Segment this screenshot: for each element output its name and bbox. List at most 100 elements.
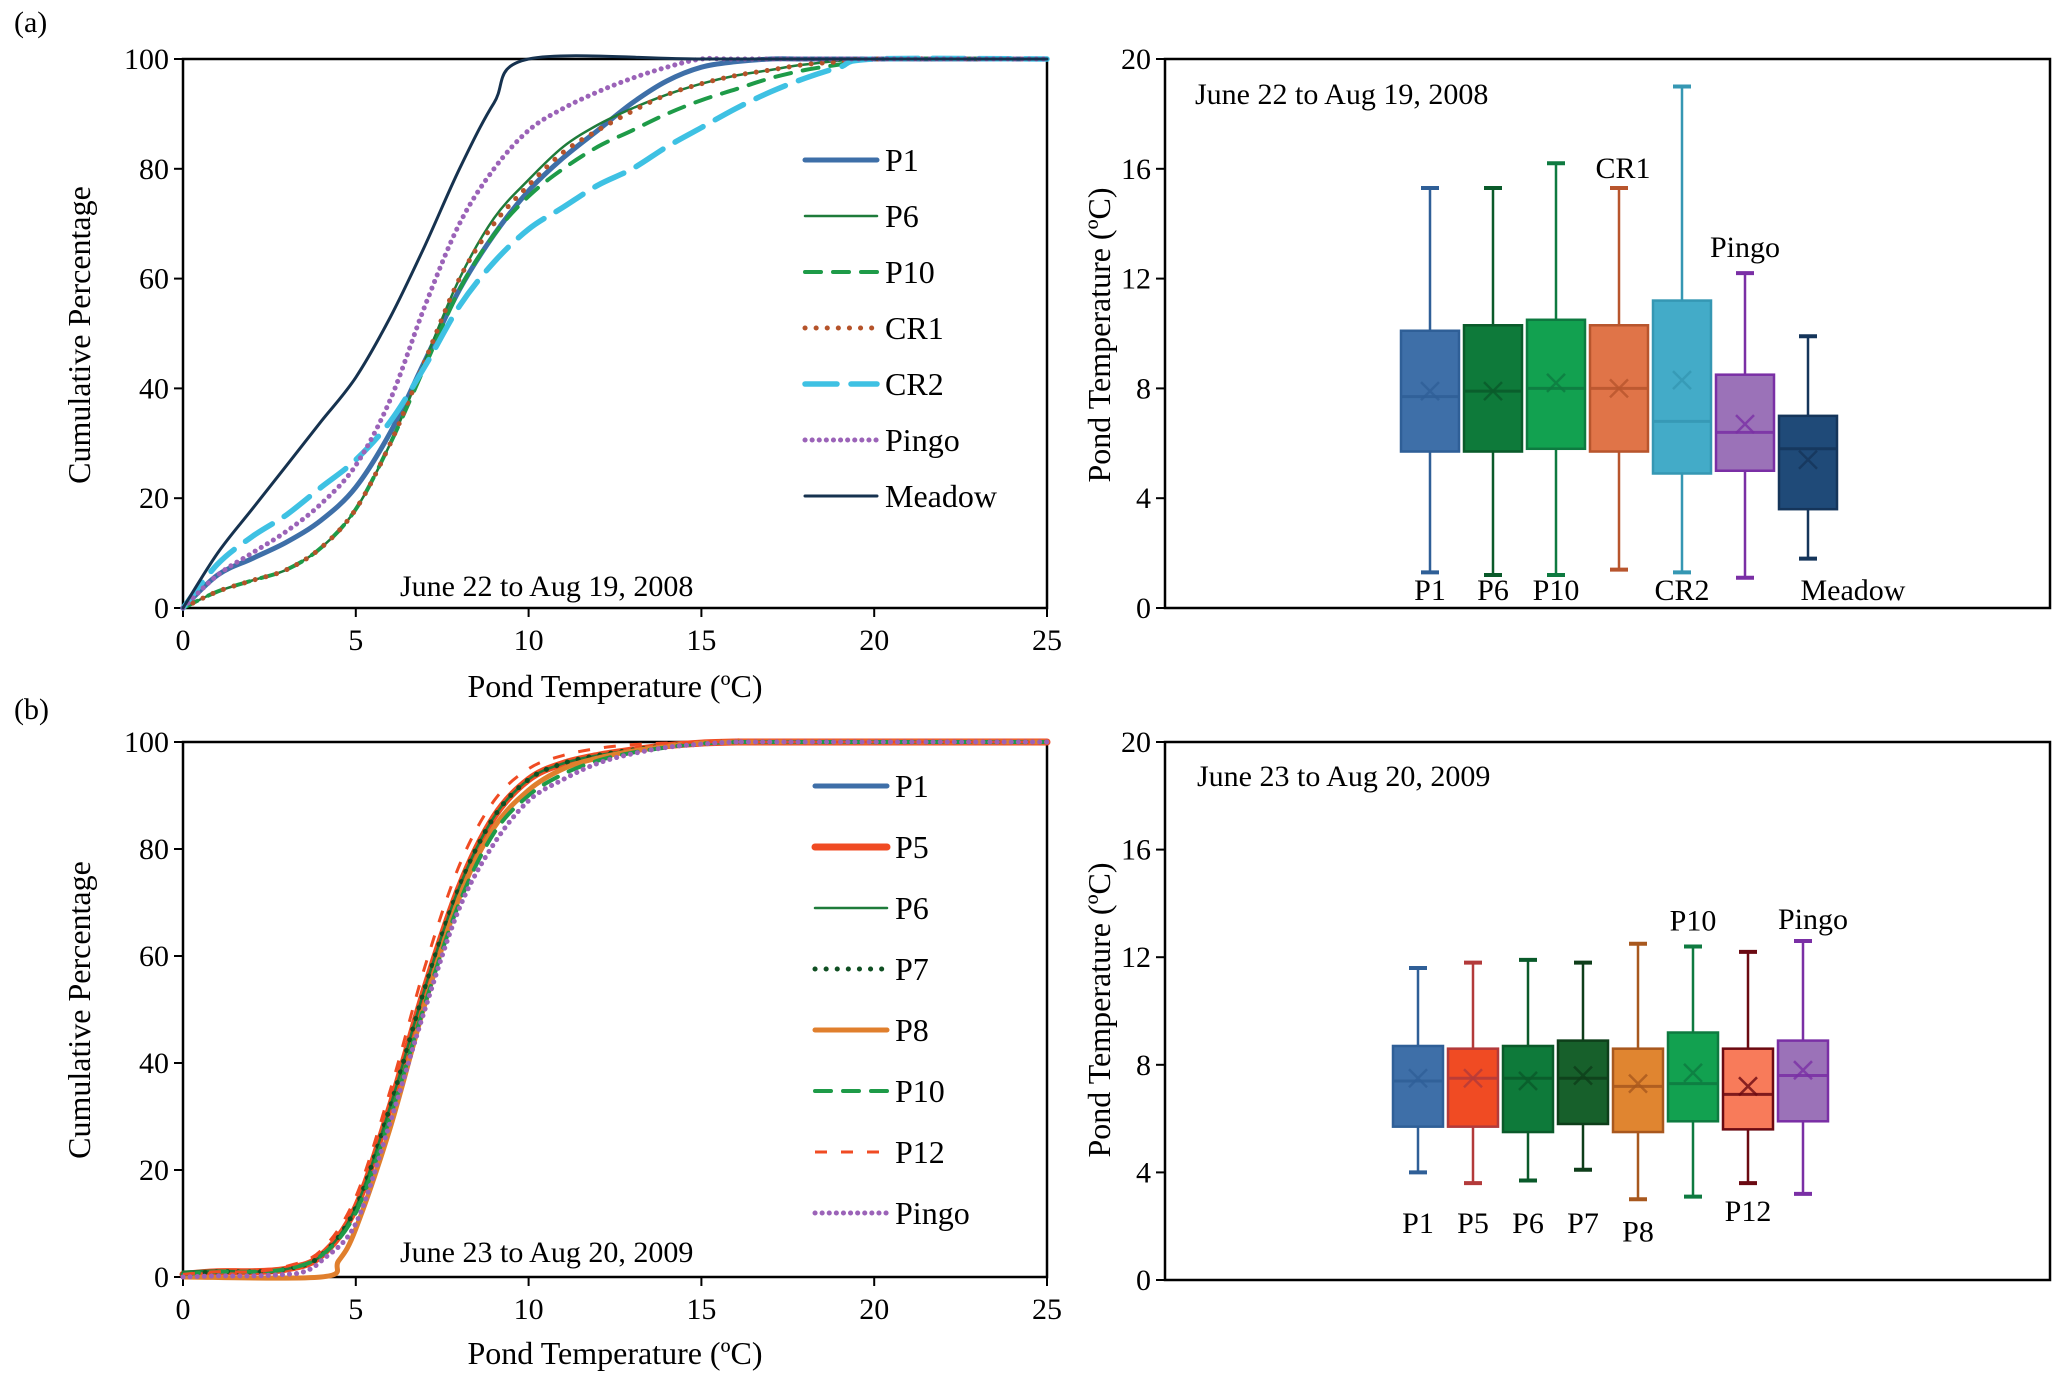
y-tick-label: 80 xyxy=(139,153,169,186)
box-p10 xyxy=(1666,1031,1720,1123)
x-tick-label: 20 xyxy=(859,624,889,657)
box-p8 xyxy=(1611,1047,1665,1134)
series-line-p10 xyxy=(181,739,1049,1277)
y-tick-label: 80 xyxy=(139,833,169,866)
box-p7 xyxy=(1556,1039,1610,1126)
plot-frame xyxy=(181,57,1049,610)
x-tick-label: 5 xyxy=(348,1293,363,1326)
box-label-pingo: Pingo xyxy=(1710,231,1780,264)
y-tick-label: 0 xyxy=(1136,1264,1151,1297)
x-axis-label: Pond Temperature (ºC) xyxy=(467,1335,762,1371)
box-label-p12: P12 xyxy=(1725,1195,1772,1228)
x-axis-label: Pond Temperature (ºC) xyxy=(467,668,762,704)
panel-label-b: (b) xyxy=(14,693,49,726)
y-tick-label: 8 xyxy=(1136,372,1151,405)
mean-marker-p6 xyxy=(1483,381,1503,402)
chart-a-boxplot: June 22 to Aug 19, 2008 Pond Temperature… xyxy=(1081,43,2052,625)
y-tick-label: 20 xyxy=(1121,726,1151,759)
y-tick-label: 60 xyxy=(139,940,169,973)
series-line-pingo xyxy=(180,739,1050,1280)
box-meadow xyxy=(1777,414,1839,511)
x-tick-label: 0 xyxy=(176,624,191,657)
legend-label-cr2: CR2 xyxy=(885,366,944,402)
y-tick-label: 60 xyxy=(139,263,169,296)
legend-label-p5: P5 xyxy=(895,829,929,865)
y-axis-label: Pond Temperature (ºC) xyxy=(1081,187,1117,482)
legend-label-p7: P7 xyxy=(895,951,929,987)
y-tick-label: 100 xyxy=(124,726,169,759)
mean-marker-cr1 xyxy=(1609,378,1629,399)
x-tick-label: 20 xyxy=(859,1293,889,1326)
box-p5 xyxy=(1446,1047,1500,1128)
legend-label-p6: P6 xyxy=(895,890,929,926)
x-tick-label: 5 xyxy=(348,624,363,657)
y-tick-label: 12 xyxy=(1121,263,1151,296)
mean-marker-p8 xyxy=(1628,1073,1648,1094)
legend-label-p12: P12 xyxy=(895,1134,945,1170)
box-label-pingo: Pingo xyxy=(1778,903,1848,936)
chart-annotation: June 23 to Aug 20, 2009 xyxy=(400,1236,693,1269)
x-tick-label: 10 xyxy=(514,624,544,657)
series-line-p10 xyxy=(181,56,1049,610)
y-tick-label: 20 xyxy=(1121,43,1151,76)
y-tick-label: 16 xyxy=(1121,834,1151,867)
series-line-p12 xyxy=(182,740,1047,1276)
y-tick-label: 4 xyxy=(1136,1156,1151,1189)
y-tick-label: 0 xyxy=(154,1261,169,1294)
box-label-p7: P7 xyxy=(1567,1207,1599,1240)
chart-b-boxplot: June 23 to Aug 20, 2009 Pond Temperature… xyxy=(1081,726,2052,1297)
mean-marker-p10 xyxy=(1683,1062,1703,1083)
box-label-p10: P10 xyxy=(1533,574,1580,607)
y-tick-label: 40 xyxy=(139,1047,169,1080)
box-label-p6: P6 xyxy=(1512,1207,1544,1240)
mean-marker-p10 xyxy=(1546,373,1566,393)
y-tick-label: 12 xyxy=(1121,941,1151,974)
x-tick-label: 10 xyxy=(514,1293,544,1326)
mean-marker-p1 xyxy=(1420,381,1440,402)
y-tick-label: 0 xyxy=(1136,592,1151,625)
box-p6 xyxy=(1462,324,1524,453)
chart-annotation: June 23 to Aug 20, 2009 xyxy=(1197,760,1490,793)
legend-label-p10: P10 xyxy=(885,254,935,290)
y-tick-label: 20 xyxy=(139,1154,169,1187)
mean-marker-p5 xyxy=(1463,1068,1483,1089)
box-label-cr2: CR2 xyxy=(1654,574,1709,607)
plot-frame xyxy=(1163,57,2052,610)
y-tick-label: 40 xyxy=(139,372,169,405)
y-tick-label: 4 xyxy=(1136,482,1151,515)
legend-label-cr1: CR1 xyxy=(885,310,944,346)
box-label-meadow: Meadow xyxy=(1801,574,1906,607)
y-tick-label: 20 xyxy=(139,482,169,515)
y-tick-label: 16 xyxy=(1121,153,1151,186)
y-axis-label: Cumulative Percentage xyxy=(61,186,97,484)
box-p1 xyxy=(1391,1044,1445,1128)
legend-label-p1: P1 xyxy=(885,142,919,178)
series-line-cr2 xyxy=(180,55,1050,611)
series-line-p6 xyxy=(181,740,1049,1273)
y-tick-label: 100 xyxy=(124,43,169,76)
series-line-meadow xyxy=(181,54,1049,610)
mean-marker-pingo xyxy=(1735,414,1755,434)
legend-label-pingo: Pingo xyxy=(895,1195,970,1231)
x-tick-label: 15 xyxy=(686,1293,716,1326)
box-label-p8: P8 xyxy=(1622,1215,1654,1248)
y-tick-label: 0 xyxy=(154,592,169,625)
chart-annotation: June 22 to Aug 19, 2008 xyxy=(1195,78,1488,111)
box-label-p6: P6 xyxy=(1477,574,1509,607)
mean-marker-p7 xyxy=(1573,1065,1593,1086)
x-tick-label: 25 xyxy=(1032,624,1062,657)
legend-label-p6: P6 xyxy=(885,198,919,234)
y-axis-label: Pond Temperature (ºC) xyxy=(1081,862,1117,1157)
legend-label-pingo: Pingo xyxy=(885,422,960,458)
mean-marker-p6 xyxy=(1518,1071,1538,1091)
panel-label-a: (a) xyxy=(14,6,47,39)
x-tick-label: 15 xyxy=(686,624,716,657)
mean-marker-pingo xyxy=(1793,1060,1813,1081)
box-label-cr1: CR1 xyxy=(1595,152,1650,185)
box-p12 xyxy=(1721,1047,1775,1131)
mean-marker-cr2 xyxy=(1672,370,1692,391)
box-pingo xyxy=(1776,1039,1830,1123)
box-label-p1: P1 xyxy=(1402,1207,1434,1240)
series-line-cr1 xyxy=(180,56,1050,611)
